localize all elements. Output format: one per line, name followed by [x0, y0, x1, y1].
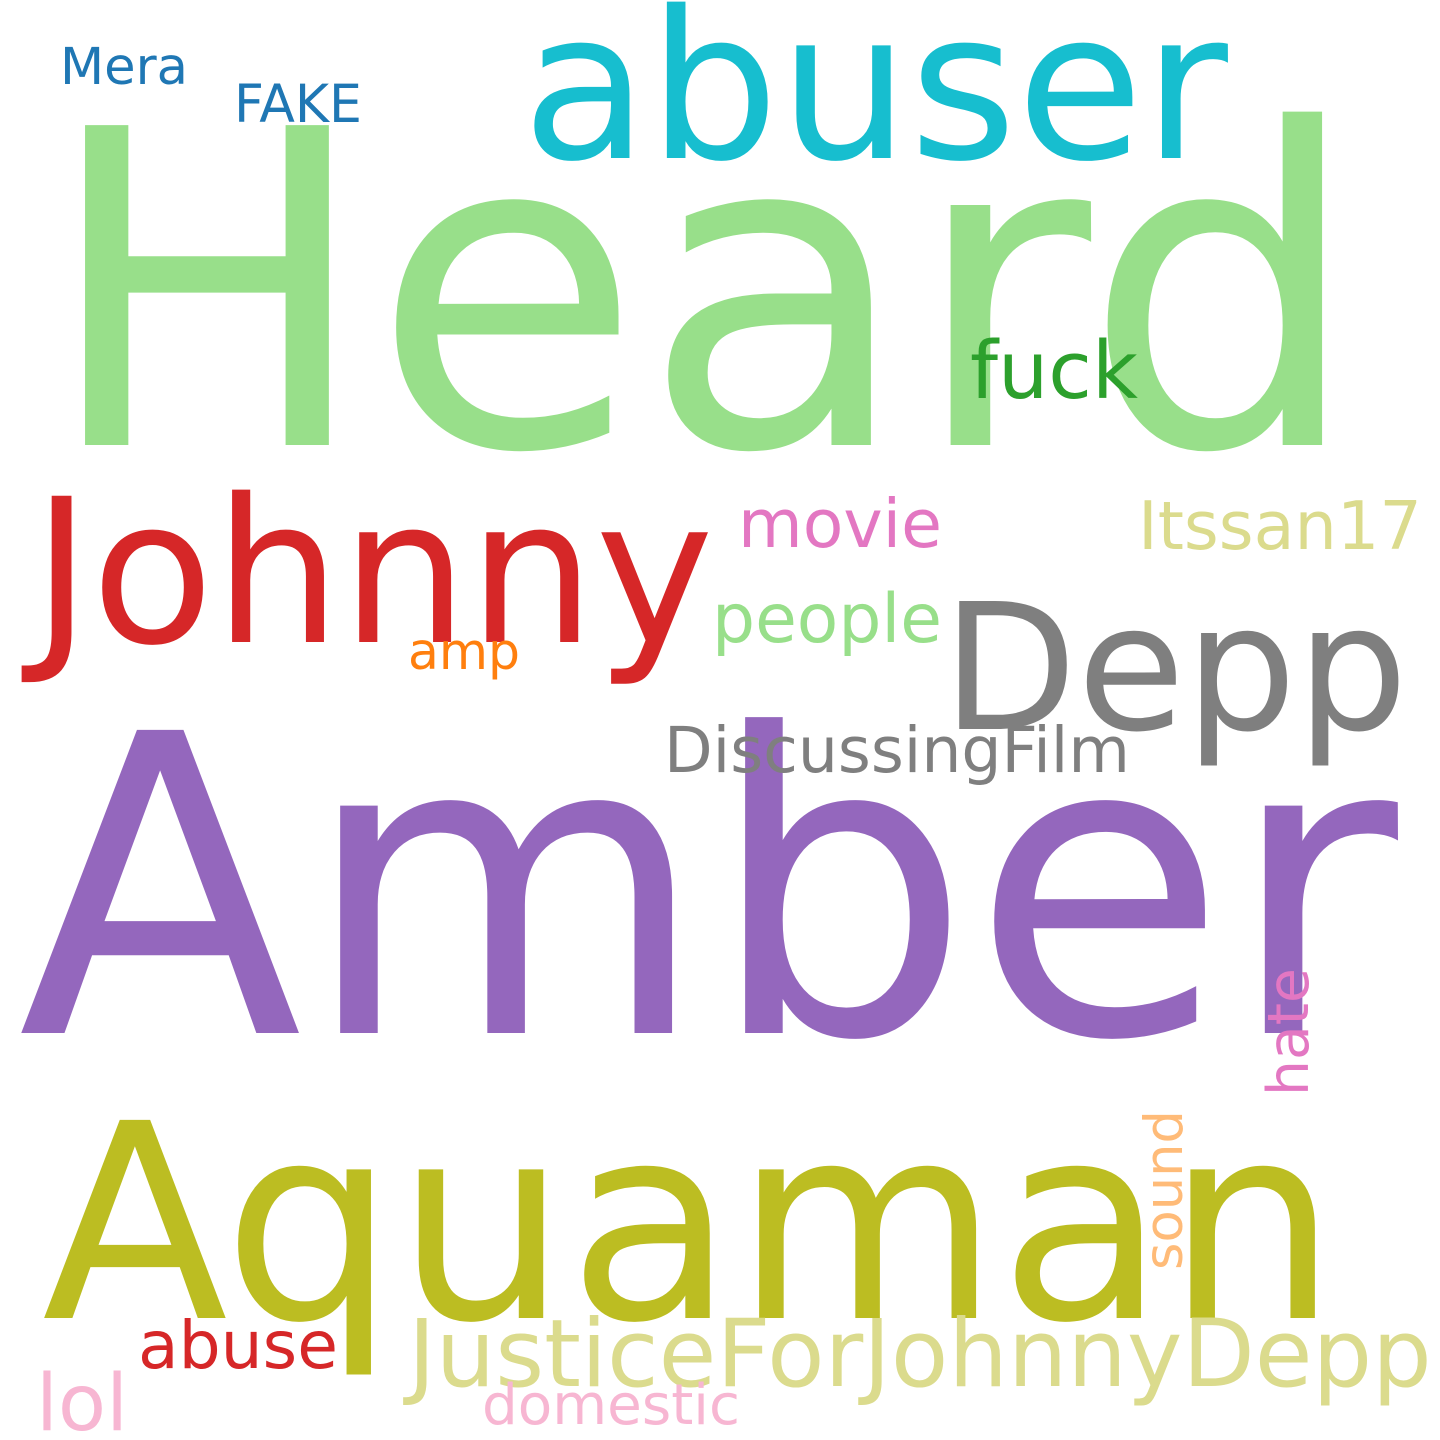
word-movie: movie — [738, 484, 942, 563]
word-johnny: Johnny — [32, 456, 714, 690]
word-abuse: abuse — [138, 1305, 338, 1384]
word-lol: lol — [36, 1356, 128, 1440]
word-heard: Heard — [42, 38, 1362, 549]
word-discussingfilm: DiscussingFilm — [664, 713, 1130, 788]
word-fuck: fuck — [970, 324, 1138, 418]
word-hate: hate — [1255, 968, 1322, 1096]
word-sound: sound — [1133, 1110, 1195, 1270]
word-people: people — [712, 580, 942, 660]
word-amber: Amber — [18, 648, 1398, 1133]
word-domestic: domestic — [482, 1372, 740, 1438]
word-aquaman: Aquaman — [42, 1067, 1338, 1384]
word-justiceforjohnnydepp: JusticeForJohnnyDepp — [408, 1300, 1432, 1410]
word-fake: FAKE — [234, 74, 362, 135]
word-amp: amp — [408, 621, 520, 681]
word-mera: Mera — [60, 38, 188, 98]
word-abuser: abuser — [522, 0, 1228, 208]
word-itssan17: Itssan17 — [1138, 486, 1422, 565]
word-depp: Depp — [942, 567, 1408, 772]
